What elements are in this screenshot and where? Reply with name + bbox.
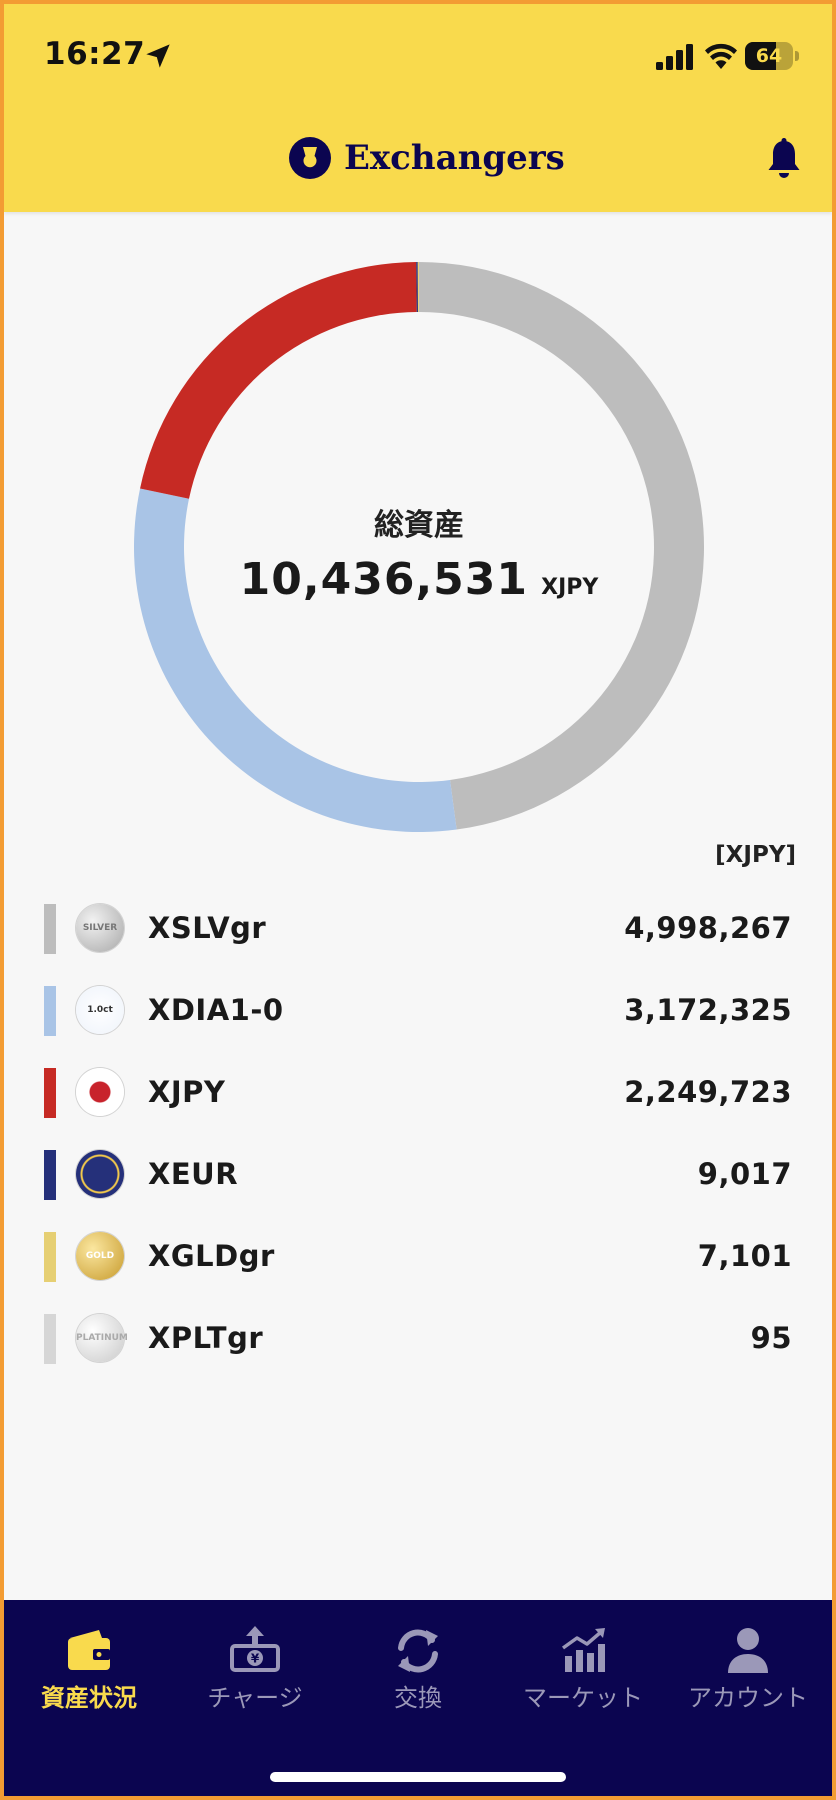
asset-name: XSLVgr	[148, 911, 267, 945]
donut-slice-xdia1-0	[134, 488, 457, 832]
total-assets-value: 10,436,531	[239, 554, 529, 605]
coin-label: GOLD	[85, 1251, 115, 1261]
nav-item-charge[interactable]: ¥ チャージ	[172, 1618, 338, 1728]
asset-value: 95	[750, 1321, 792, 1355]
nav-label: チャージ	[207, 1684, 303, 1712]
cellular-signal-icon	[656, 44, 693, 70]
total-assets-label: 総資産	[374, 508, 464, 543]
battery-cap	[795, 51, 799, 61]
coin-label	[76, 1068, 124, 1116]
holding-row[interactable]: GOLD XGLDgr 7,101	[4, 1216, 832, 1298]
bottom-nav: 資産状況 ¥ チャージ 交換	[4, 1600, 832, 1796]
brand: Exchangers	[288, 134, 565, 184]
asset-color-bar	[44, 1150, 56, 1200]
notification-bell-icon[interactable]	[765, 138, 803, 180]
holding-row[interactable]: XEUR 9,017	[4, 1134, 832, 1216]
nav-label: 交換	[394, 1684, 442, 1712]
asset-color-bar	[44, 904, 56, 954]
japan-flag-icon	[76, 1068, 124, 1116]
nav-label: アカウント	[688, 1684, 808, 1712]
asset-color-bar	[44, 1314, 56, 1364]
asset-name: XJPY	[148, 1075, 226, 1109]
app-header: 16:27 64 Exchangers	[4, 4, 832, 212]
nav-label: マーケット	[523, 1684, 643, 1712]
total-assets: 総資産 10,436,531 XJPY	[134, 504, 704, 605]
wifi-icon	[705, 43, 737, 69]
battery-indicator: 64	[745, 42, 793, 70]
donut-slice-xgldgr	[417, 262, 419, 313]
nav-item-account[interactable]: アカウント	[665, 1618, 831, 1728]
exchangers-logo-icon	[289, 137, 331, 179]
asset-value: 9,017	[697, 1157, 792, 1191]
total-assets-row: 10,436,531 XJPY	[134, 554, 704, 605]
account-icon	[728, 1628, 768, 1673]
gold-coin-icon: GOLD	[76, 1232, 124, 1280]
coin-label: SILVER	[82, 923, 118, 933]
donut-slice-xjpy	[140, 262, 417, 499]
holdings-list: SILVER XSLVgr 4,998,267 1.0ct XDIA1-0 3,…	[4, 888, 832, 1380]
app-name: Exchangers	[344, 138, 565, 178]
charge-icon: ¥	[230, 1626, 280, 1672]
coin-label: PLATINUM	[76, 1333, 128, 1343]
home-indicator	[270, 1772, 566, 1782]
nav-label: 資産状況	[41, 1684, 137, 1712]
coin-label: 1.0ct	[87, 1005, 113, 1015]
asset-value: 7,101	[697, 1239, 792, 1273]
asset-name: XEUR	[148, 1157, 239, 1191]
diamond-coin-icon: 1.0ct	[76, 986, 124, 1034]
asset-value: 4,998,267	[624, 911, 792, 945]
coin-label	[76, 1150, 124, 1198]
holding-row[interactable]: XJPY 2,249,723	[4, 1052, 832, 1134]
holding-row[interactable]: 1.0ct XDIA1-0 3,172,325	[4, 970, 832, 1052]
donut-slice-xeur	[416, 262, 418, 313]
market-chart-icon	[561, 1628, 605, 1672]
holding-row[interactable]: PLATINUM XPLTgr 95	[4, 1298, 832, 1380]
asset-name: XPLTgr	[148, 1321, 264, 1355]
asset-color-bar	[44, 1232, 56, 1282]
asset-value: 3,172,325	[624, 993, 792, 1027]
nav-item-market[interactable]: マーケット	[500, 1618, 666, 1728]
screen: 16:27 64 Exchangers	[4, 4, 832, 1796]
silver-coin-icon: SILVER	[76, 904, 124, 952]
donut-slice-xslvgr	[419, 262, 704, 830]
asset-donut-chart	[134, 262, 704, 832]
battery-percent: 64	[755, 45, 783, 67]
asset-value: 2,249,723	[624, 1075, 792, 1109]
wallet-icon	[68, 1630, 110, 1670]
exchange-icon	[398, 1629, 438, 1673]
currency-unit-label: [XJPY]	[715, 842, 796, 868]
holding-row[interactable]: SILVER XSLVgr 4,998,267	[4, 888, 832, 970]
asset-color-bar	[44, 1068, 56, 1118]
nav-item-exchange[interactable]: 交換	[335, 1618, 501, 1728]
platinum-coin-icon: PLATINUM	[76, 1314, 128, 1362]
asset-color-bar	[44, 986, 56, 1036]
asset-name: XDIA1-0	[148, 993, 284, 1027]
eu-flag-icon	[76, 1150, 124, 1198]
nav-item-assets[interactable]: 資産状況	[6, 1618, 172, 1728]
status-time: 16:27	[44, 36, 146, 72]
battery-fill	[745, 42, 776, 70]
svg-text:¥: ¥	[251, 1652, 260, 1666]
asset-name: XGLDgr	[148, 1239, 275, 1273]
location-arrow-icon	[146, 44, 170, 68]
total-assets-unit: XJPY	[541, 575, 599, 600]
